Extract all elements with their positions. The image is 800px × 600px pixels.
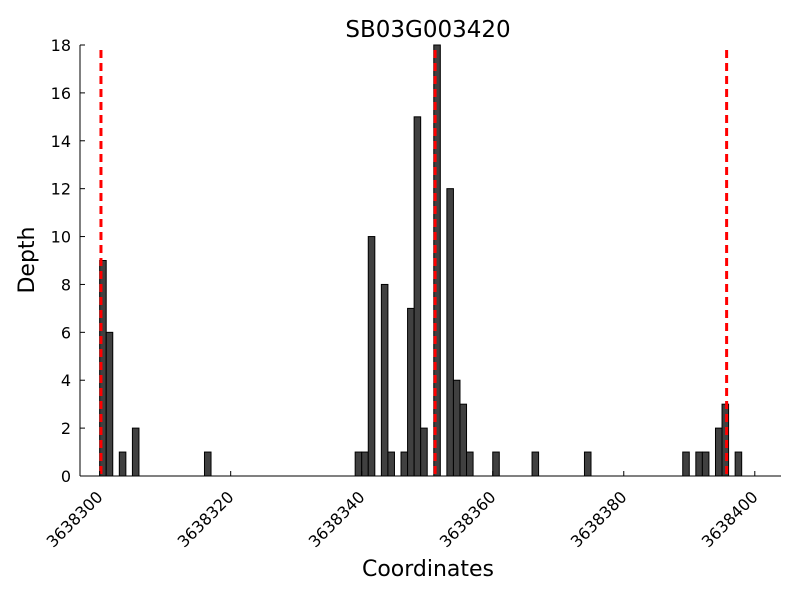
bar-6 xyxy=(361,451,369,477)
bar-20 xyxy=(531,451,540,477)
y-tick-label: 16 xyxy=(51,84,71,103)
bar-24 xyxy=(701,451,710,477)
bar-21 xyxy=(583,451,592,477)
bar-27 xyxy=(734,451,743,477)
bar-5 xyxy=(354,451,363,477)
x-tick-label: 3638360 xyxy=(436,487,500,551)
bar-16 xyxy=(452,379,461,477)
bar-18 xyxy=(466,451,474,477)
bar-23 xyxy=(695,451,703,477)
y-tick-label: 10 xyxy=(51,228,71,247)
bar-10 xyxy=(400,451,409,477)
y-tick-label: 14 xyxy=(51,132,71,151)
bar-25 xyxy=(714,427,723,477)
chart-title: SB03G003420 xyxy=(345,17,510,43)
x-tick-label: 3638320 xyxy=(174,487,238,551)
x-axis-title: Coordinates xyxy=(362,557,494,582)
bar-3 xyxy=(131,427,140,477)
bar-17 xyxy=(459,403,468,477)
y-axis-title: Depth xyxy=(15,226,40,293)
bar-12 xyxy=(413,116,422,477)
bar-7 xyxy=(367,236,376,477)
bar-19 xyxy=(492,451,500,477)
y-tick-label: 18 xyxy=(51,36,71,55)
y-tick-label: 12 xyxy=(51,180,71,199)
bar-11 xyxy=(407,307,415,477)
y-tick-label: 2 xyxy=(61,419,71,438)
bar-4 xyxy=(203,451,212,477)
bar-13 xyxy=(420,427,428,477)
x-tick-label: 3638340 xyxy=(305,487,369,551)
y-tick-label: 0 xyxy=(61,467,71,486)
bar-8 xyxy=(380,283,389,477)
y-tick-label: 8 xyxy=(61,275,71,294)
x-tick-label: 3638300 xyxy=(43,487,107,551)
y-tick-label: 4 xyxy=(61,371,71,390)
bar-9 xyxy=(387,451,395,477)
bar-2 xyxy=(118,451,127,477)
bars-group xyxy=(99,44,743,477)
x-tick-label: 3638400 xyxy=(698,487,762,551)
bar-22 xyxy=(682,451,690,477)
bar-1 xyxy=(105,331,114,477)
y-tick-label: 6 xyxy=(61,323,71,342)
bar-15 xyxy=(446,188,454,477)
x-tick-label: 3638380 xyxy=(567,487,631,551)
reference-lines-group xyxy=(99,50,729,476)
